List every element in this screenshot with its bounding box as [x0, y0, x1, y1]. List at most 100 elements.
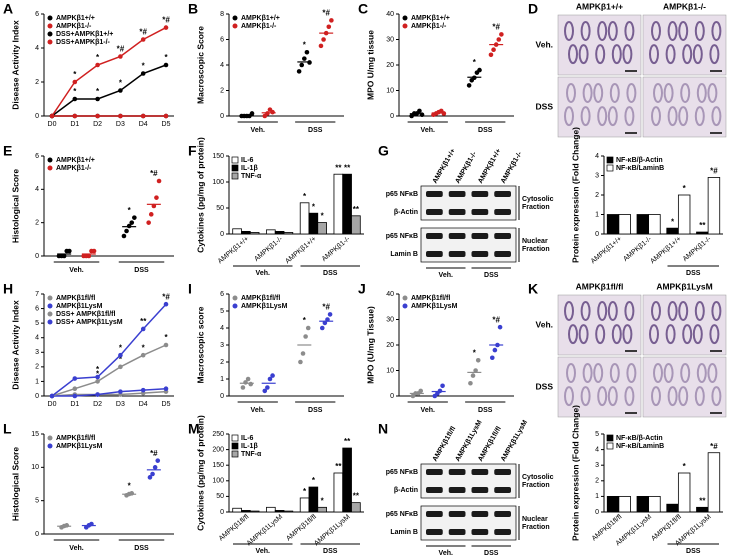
data-point: [118, 364, 123, 370]
y-tick-label: 8: [220, 11, 224, 18]
crypt: [582, 363, 593, 383]
data-point: [72, 386, 78, 392]
significance: *#: [710, 167, 718, 176]
legend-label: IL-1β: [241, 165, 258, 172]
row-label: Veh.: [536, 319, 553, 329]
data-point: [270, 109, 275, 115]
legend-label: TNF-α: [241, 173, 262, 180]
significance: *: [142, 62, 146, 71]
y-tick-label: 1: [220, 376, 224, 383]
significance: **: [353, 492, 360, 501]
bar: [232, 228, 242, 235]
legend-swatch: [231, 442, 239, 450]
legend-swatch: [231, 434, 239, 442]
y-tick-label: 2: [35, 79, 39, 86]
data-point: [140, 387, 146, 393]
crypt: [709, 44, 720, 65]
row-label: β-Actin: [394, 487, 418, 494]
crypt: [707, 83, 718, 103]
column-label: AMPKβ1LysM: [656, 281, 712, 291]
crypt: [680, 363, 691, 383]
fraction-label: Fraction: [522, 204, 550, 211]
crypt: [568, 44, 578, 65]
x-tick-label: AMPKβ1-/-: [253, 235, 284, 263]
x-category-label: DSS: [308, 127, 323, 134]
band: [494, 529, 511, 535]
crypt: [580, 21, 591, 41]
y-axis-title: Protein expression (Fold Change): [570, 127, 580, 263]
legend-marker: [47, 165, 53, 171]
crypt: [566, 363, 576, 383]
crypt: [622, 44, 633, 65]
crypt: [564, 21, 574, 41]
x-tick-label: AMPKβ1-/-: [622, 235, 653, 263]
bar: [696, 231, 709, 235]
crypt: [607, 301, 618, 321]
bar: [317, 222, 327, 235]
legend-label: AMPKβ1-/-: [241, 23, 277, 30]
data-point: [118, 352, 123, 358]
data-point: [95, 374, 100, 380]
legend-label: NF-κB/LaminB: [616, 443, 664, 450]
crypt: [678, 301, 689, 321]
band: [426, 469, 443, 475]
y-tick-label: 2: [35, 364, 39, 371]
group-label: Veh.: [256, 270, 270, 277]
y-tick-label: 250: [212, 431, 224, 438]
y-tick-label: 0: [595, 509, 599, 516]
data-point: [475, 358, 481, 363]
bar: [241, 230, 251, 235]
significance: *: [73, 87, 77, 96]
data-point: [95, 379, 100, 384]
significance: *: [73, 70, 77, 79]
y-tick-label: 20: [386, 342, 394, 349]
crypt: [667, 301, 678, 321]
group-label: DSS: [484, 550, 499, 557]
bar: [342, 173, 352, 235]
crypt: [678, 106, 689, 127]
y-tick-label: 0: [220, 393, 224, 400]
significance: *: [119, 79, 123, 88]
y-tick-label: 0: [390, 113, 394, 120]
panel-label: G: [378, 143, 389, 159]
data-point: [318, 43, 324, 49]
crypt: [597, 301, 608, 321]
legend-marker: [47, 157, 53, 163]
group-label: DSS: [323, 548, 338, 555]
significance: *#: [162, 292, 170, 301]
data-point: [492, 347, 498, 353]
data-point: [121, 233, 127, 239]
significance: *: [321, 496, 325, 505]
bar: [636, 214, 650, 235]
x-tick-label: D5: [162, 121, 171, 128]
bar: [266, 229, 276, 235]
data-point: [477, 67, 482, 73]
data-point: [129, 220, 135, 225]
crypt: [597, 386, 608, 407]
x-tick-label: D4: [139, 401, 148, 408]
crypt: [653, 363, 663, 383]
crypt: [568, 324, 578, 345]
y-axis-title: Macroscopic score: [195, 306, 205, 383]
x-tick-label: D5: [162, 401, 171, 408]
bar: [283, 510, 294, 513]
data-point: [319, 325, 325, 331]
bar: [606, 214, 620, 235]
row-label: p65 NFκB: [386, 233, 418, 240]
significance: *: [128, 481, 132, 490]
bar: [232, 507, 242, 513]
significance: **: [335, 462, 342, 471]
x-category-label: Veh.: [69, 267, 83, 274]
crypt: [651, 21, 661, 41]
crypt: [607, 386, 618, 407]
lane-label: AMPKβ1-/-: [500, 150, 524, 185]
legend-marker: [47, 39, 53, 45]
series-line: [51, 303, 167, 397]
panel-label: D: [528, 1, 538, 17]
bar: [241, 510, 251, 513]
legend-label: AMPKβ1+/+: [411, 15, 450, 22]
y-tick-label: 1: [595, 211, 599, 218]
y-tick-label: 2: [595, 192, 599, 199]
data-point: [124, 228, 129, 234]
lane-label: AMPKβ1fl/fl: [432, 425, 458, 463]
